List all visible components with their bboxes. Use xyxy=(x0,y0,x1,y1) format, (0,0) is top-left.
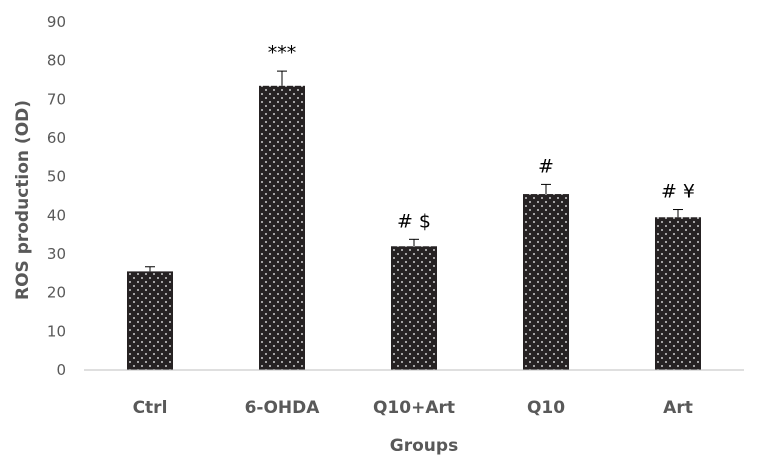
y-tick-label: 80 xyxy=(47,52,66,70)
y-tick-label: 70 xyxy=(47,90,66,108)
bar xyxy=(259,85,305,371)
y-tick-label: 40 xyxy=(47,206,66,224)
category-label: Ctrl xyxy=(133,398,168,418)
category-label: Art xyxy=(663,398,693,418)
bars xyxy=(127,85,701,371)
significance-label: *** xyxy=(268,42,297,64)
significance-label: # ¥ xyxy=(661,181,695,203)
x-axis-categories: Ctrl 6-OHDA Q10+Art Q10 Art xyxy=(133,398,693,418)
significance-annotations: *** # $ # # ¥ xyxy=(268,42,695,232)
y-tick-label: 10 xyxy=(47,322,66,340)
y-tick-label: 20 xyxy=(47,284,66,302)
x-axis-title: Groups xyxy=(390,436,458,456)
bar xyxy=(523,194,569,370)
y-tick-label: 0 xyxy=(56,361,66,379)
category-label: Q10+Art xyxy=(373,398,455,418)
y-tick-label: 50 xyxy=(47,168,66,186)
bar xyxy=(127,271,173,370)
significance-label: # xyxy=(538,155,554,177)
category-label: Q10 xyxy=(527,398,565,418)
bar xyxy=(391,246,437,370)
significance-label: # $ xyxy=(397,210,431,232)
y-tick-label: 60 xyxy=(47,129,66,147)
y-tick-label: 90 xyxy=(47,13,66,31)
error-bars xyxy=(145,70,683,272)
category-label: 6-OHDA xyxy=(245,398,321,418)
bar xyxy=(655,217,701,370)
y-axis-ticks: 0 10 20 30 40 50 60 70 80 90 xyxy=(47,13,66,379)
y-axis-title: ROS production (OD) xyxy=(13,100,33,300)
y-tick-label: 30 xyxy=(47,245,66,263)
